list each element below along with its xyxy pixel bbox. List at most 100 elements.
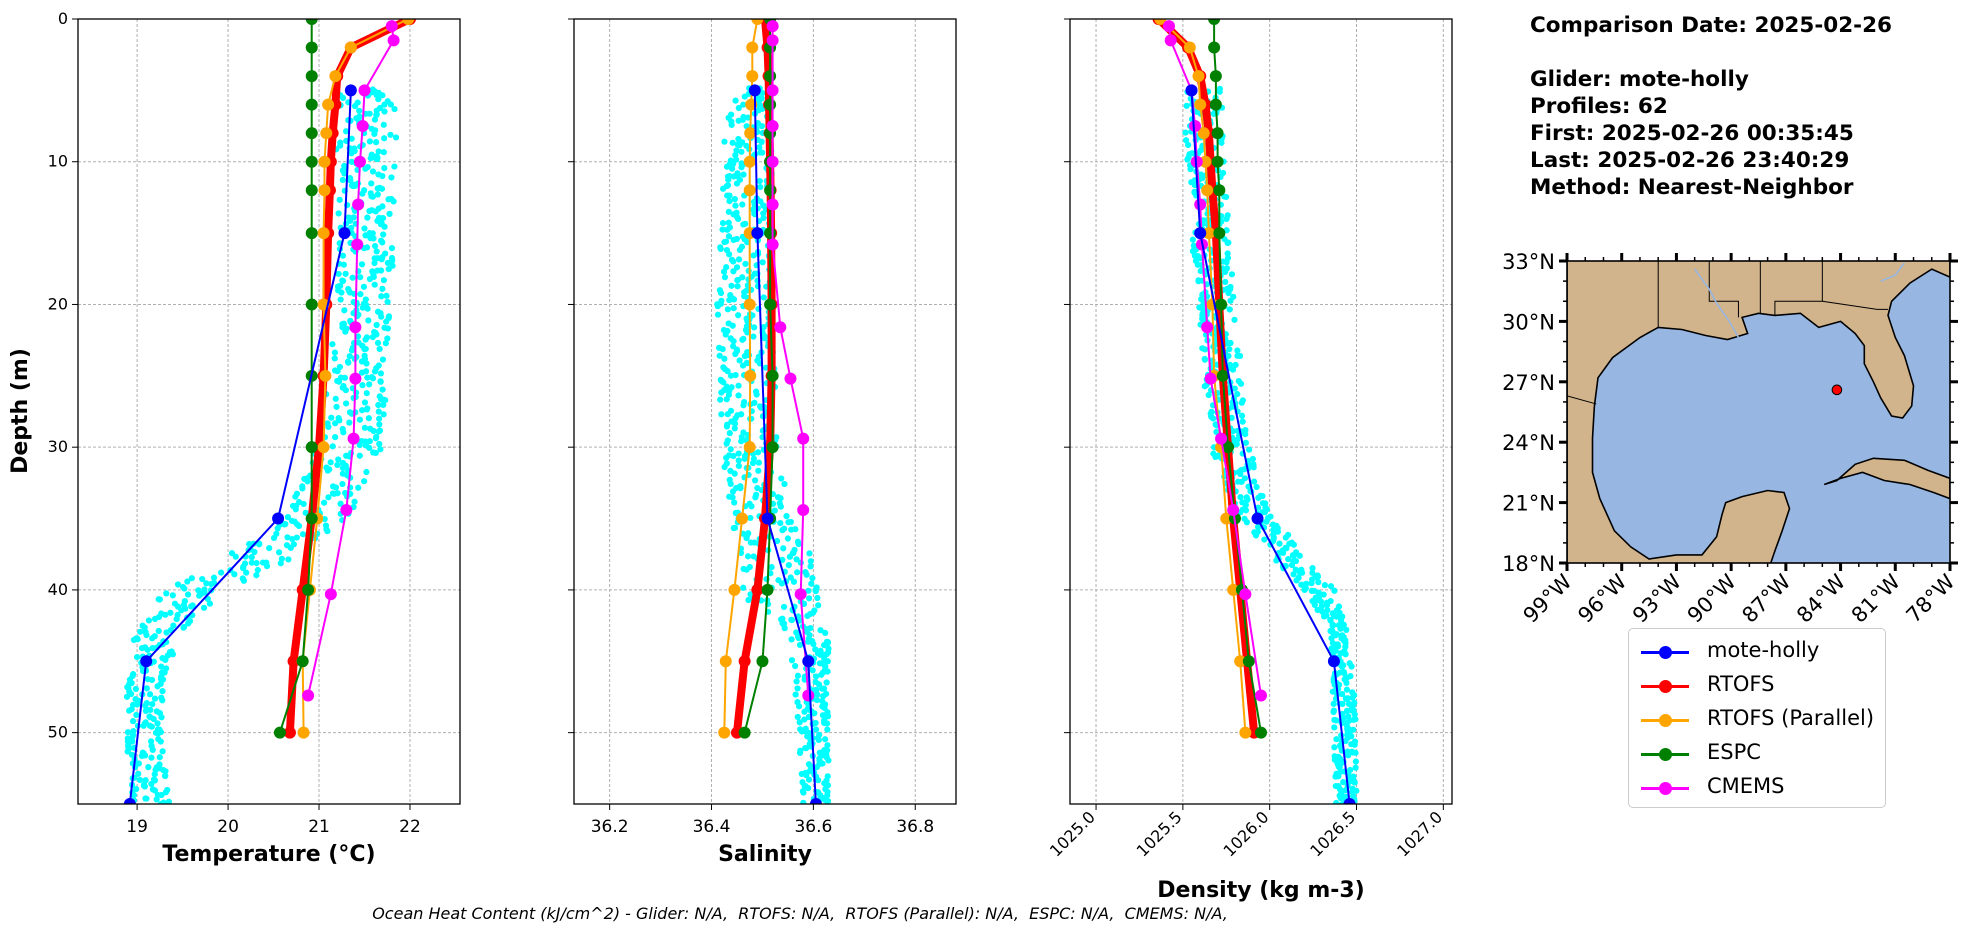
- glider-point: [285, 556, 292, 563]
- glider-point: [824, 726, 831, 733]
- glider-point: [781, 480, 788, 488]
- glider-point: [387, 101, 395, 108]
- glider-point: [809, 667, 816, 674]
- glider-point: [371, 281, 378, 288]
- series-marker: [1194, 98, 1207, 111]
- series-marker: [297, 726, 310, 739]
- glider-point: [328, 414, 335, 421]
- glider-point: [379, 356, 387, 363]
- series-mote-holly: [1185, 84, 1356, 804]
- glider-point: [128, 679, 135, 687]
- glider-point: [721, 463, 728, 471]
- glider-point: [1301, 586, 1308, 594]
- legend-item-mote-holly: mote-holly: [1635, 636, 1885, 666]
- glider-point: [730, 452, 737, 460]
- glider-point: [745, 276, 752, 283]
- series-marker: [764, 98, 777, 111]
- glider-point: [745, 596, 752, 604]
- legend-item-espc: ESPC: [1635, 738, 1885, 768]
- glider-point: [794, 713, 801, 721]
- glider-point: [384, 298, 391, 306]
- legend-label: RTOFS (Parallel): [1707, 706, 1875, 730]
- glider-point: [732, 509, 739, 517]
- glider-point: [158, 663, 165, 670]
- glider-point: [151, 787, 159, 794]
- glider-point: [714, 303, 721, 310]
- series-marker: [1183, 41, 1196, 54]
- glider-point: [730, 268, 737, 275]
- glider-point: [332, 434, 339, 441]
- series-marker: [1255, 726, 1267, 739]
- glider-point: [378, 256, 385, 263]
- glider-point: [292, 493, 299, 500]
- glider-point: [768, 564, 775, 571]
- glider-point: [805, 587, 812, 594]
- series-marker: [1239, 588, 1252, 601]
- comparison-date: Comparison Date: 2025-02-26: [1530, 13, 1893, 38]
- glider-point: [248, 554, 255, 561]
- glider-point: [744, 114, 752, 121]
- series-marker: [743, 184, 756, 197]
- series-marker: [349, 321, 362, 334]
- glider-point: [722, 331, 729, 338]
- glider-point: [1242, 439, 1249, 446]
- glider-point: [336, 196, 343, 203]
- glider-point: [145, 617, 153, 624]
- glider-point: [376, 415, 383, 422]
- legend-marker: [1659, 646, 1672, 659]
- series-marker: [1220, 512, 1233, 525]
- glider-point: [724, 411, 731, 418]
- glider-point: [824, 797, 832, 804]
- glider-point: [1343, 679, 1350, 686]
- glider-point: [1220, 258, 1227, 265]
- glider-point: [373, 321, 380, 329]
- glider-point: [358, 358, 366, 365]
- series-marker: [764, 298, 777, 311]
- lon-tick-label: 90°W: [1683, 569, 1741, 627]
- legend-marker: [1659, 782, 1672, 795]
- glider-point: [800, 799, 807, 804]
- glider-point: [263, 563, 271, 570]
- series-marker: [1215, 298, 1228, 311]
- glider-point: [342, 128, 350, 135]
- series-marker: [320, 127, 333, 140]
- series-mote-holly: [748, 84, 822, 804]
- glider-point: [1343, 686, 1351, 693]
- series-marker: [761, 512, 774, 525]
- glider-point: [824, 713, 832, 720]
- glider-point: [805, 785, 812, 792]
- glider-point: [823, 679, 830, 686]
- glider-point: [717, 244, 724, 251]
- glider-point: [381, 135, 388, 142]
- glider-point: [337, 500, 344, 507]
- glider-point: [210, 579, 218, 586]
- x-tick-label: 1025.5: [1133, 807, 1186, 860]
- glider-point: [732, 350, 739, 358]
- glider-point: [777, 519, 784, 527]
- glider-point: [756, 144, 763, 151]
- glider-point: [341, 170, 348, 177]
- glider-point: [133, 653, 141, 661]
- glider-point: [1267, 513, 1274, 520]
- glider-point: [730, 305, 737, 312]
- glider-point: [184, 578, 191, 585]
- glider-point: [162, 768, 169, 775]
- glider-point: [371, 368, 379, 375]
- glider-point: [379, 92, 386, 99]
- glider-point: [791, 546, 798, 554]
- glider-point: [779, 527, 786, 534]
- glider-point: [377, 378, 384, 385]
- lon-tick-label: 87°W: [1737, 569, 1795, 627]
- series-marker: [322, 98, 335, 111]
- series-marker: [305, 512, 318, 525]
- glider-point: [1279, 549, 1287, 557]
- series-marker: [766, 20, 779, 33]
- series-marker: [344, 41, 357, 54]
- glider-point: [1296, 569, 1303, 576]
- glider-point: [170, 622, 177, 629]
- series-marker: [794, 588, 807, 601]
- glider-point: [335, 378, 343, 385]
- glider-point: [1333, 631, 1340, 638]
- glider-point: [1327, 583, 1335, 590]
- glider-point: [1212, 453, 1219, 460]
